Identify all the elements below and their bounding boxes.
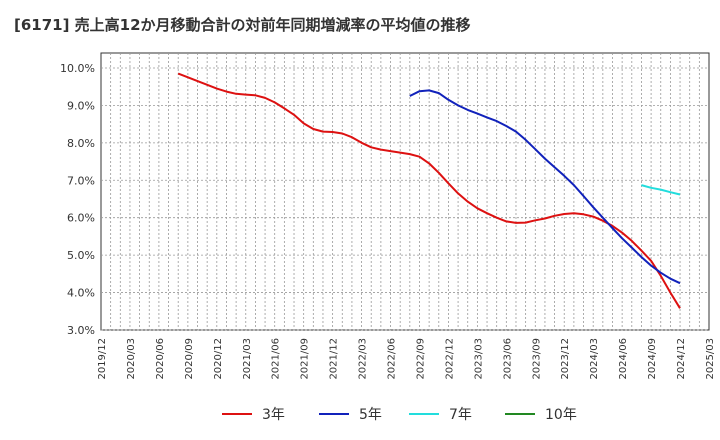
x-tick-label: 2023/09	[531, 338, 542, 380]
x-tick-label: 2023/03	[473, 338, 484, 380]
y-tick-label: 3.0%	[67, 324, 95, 337]
x-tick-label: 2021/12	[329, 338, 340, 380]
legend-item: 7年	[409, 407, 472, 423]
x-tick-label: 2025/03	[705, 338, 716, 380]
legend-label: 10年	[545, 407, 577, 423]
legend-label: 3年	[262, 407, 285, 423]
x-tick-label: 2024/09	[647, 338, 658, 380]
y-axis-ticks: 3.0% 4.0% 5.0% 6.0% 7.0% 8.0% 9.0% 10.0%	[60, 62, 95, 337]
legend-item: 10年	[505, 407, 577, 423]
chart-title: [6171] 売上高12か月移動合計の対前年同期増減率の平均値の推移	[14, 16, 471, 34]
x-tick-label: 2023/12	[560, 338, 571, 380]
x-tick-label: 2023/06	[502, 338, 513, 380]
legend-item: 5年	[319, 407, 382, 423]
x-tick-label: 2021/03	[242, 338, 253, 380]
x-tick-label: 2020/06	[155, 338, 166, 380]
legend-label: 5年	[359, 407, 382, 423]
x-tick-label: 2022/06	[387, 338, 398, 380]
y-tick-label: 5.0%	[67, 249, 95, 262]
x-tick-label: 2024/06	[618, 338, 629, 380]
x-tick-label: 2024/12	[676, 338, 687, 380]
series-line-3	[641, 184, 681, 196]
series-line-1	[177, 72, 681, 309]
y-tick-label: 10.0%	[60, 62, 95, 75]
x-tick-label: 2020/09	[184, 338, 195, 380]
legend: 3年 5年 7年 10年	[222, 407, 577, 423]
x-tick-label: 2024/03	[589, 338, 600, 380]
y-tick-label: 4.0%	[67, 287, 95, 300]
plot-area	[100, 52, 710, 331]
x-tick-label: 2022/12	[444, 338, 455, 380]
series-lines	[177, 72, 681, 309]
x-tick-label: 2020/12	[213, 338, 224, 380]
series-line-2	[409, 89, 681, 285]
x-tick-label: 2020/03	[126, 338, 137, 380]
y-tick-label: 7.0%	[67, 174, 95, 187]
grid-lines	[101, 53, 709, 331]
x-tick-label: 2019/12	[97, 338, 108, 380]
x-axis-ticks: 2019/12 2020/03 2020/06 2020/09 2020/12 2021/…	[97, 338, 716, 380]
x-tick-label: 2022/09	[415, 338, 426, 380]
y-tick-label: 6.0%	[67, 212, 95, 225]
x-tick-label: 2022/03	[358, 338, 369, 380]
y-tick-label: 9.0%	[67, 99, 95, 112]
y-tick-label: 8.0%	[67, 137, 95, 150]
x-tick-label: 2021/09	[300, 338, 311, 380]
legend-label: 7年	[449, 407, 472, 423]
legend-item: 3年	[222, 407, 285, 423]
x-tick-label: 2021/06	[271, 338, 282, 380]
